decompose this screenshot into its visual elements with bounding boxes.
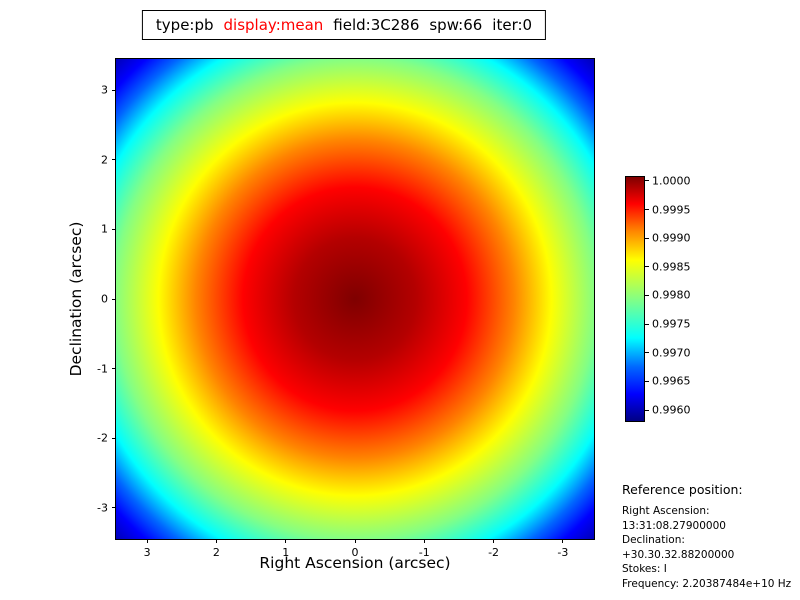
tick-mark	[645, 180, 649, 182]
colorbar-tick-label: 0.9990	[652, 231, 691, 245]
tick-mark	[112, 228, 116, 230]
y-tick-label: -2	[97, 431, 108, 445]
tick-mark	[423, 539, 425, 543]
reference-right-ascension: Right Ascension: 13:31:08.27900000	[622, 505, 726, 532]
title-field: field:3C286	[333, 16, 420, 34]
tick-mark	[645, 352, 649, 354]
x-tick-label: 1	[282, 546, 290, 559]
tick-mark	[354, 539, 356, 543]
title-spw: spw:66	[429, 16, 483, 34]
tick-mark	[112, 507, 116, 509]
reference-heading: Reference position:	[622, 482, 743, 497]
y-tick-label: 3	[101, 83, 108, 97]
reference-stokes: Stokes: I	[622, 563, 667, 575]
tick-mark	[645, 266, 649, 268]
tick-mark	[493, 539, 495, 543]
colorbar-tick-label: 0.9985	[652, 260, 691, 274]
y-tick-label: -1	[97, 362, 108, 376]
colorbar-tick-label: 0.9965	[652, 374, 691, 388]
tick-mark	[285, 539, 287, 543]
colorbar-gradient	[626, 177, 644, 421]
tick-mark	[112, 437, 116, 439]
tick-mark	[112, 368, 116, 370]
heatmap-surface[interactable]	[116, 59, 594, 539]
tick-mark	[146, 539, 148, 543]
x-tick-label: 0	[351, 546, 359, 559]
plot-title: type:pb display:mean field:3C286 spw:66 iter…	[141, 10, 547, 40]
colorbar-tick-label: 1.0000	[652, 174, 691, 188]
x-tick-label: -3	[557, 546, 569, 559]
title-display: display:mean	[223, 16, 324, 34]
reference-frequency: Frequency: 2.20387484e+10 Hz	[622, 577, 792, 590]
tick-mark	[562, 539, 564, 543]
tick-mark	[645, 380, 649, 382]
tick-mark	[112, 298, 116, 300]
title-iter: iter:0	[492, 16, 533, 34]
x-tick-label: -1	[418, 546, 430, 559]
colorbar-tick-label: 0.9995	[652, 203, 691, 217]
y-tick-label: 1	[101, 222, 108, 236]
tick-mark	[112, 89, 116, 91]
x-tick-label: 2	[212, 546, 220, 559]
reference-position-block: Reference position: Right Ascension: 13:…	[622, 482, 800, 591]
x-axis-label: Right Ascension (arcsec)	[259, 554, 451, 572]
tick-mark	[645, 323, 649, 325]
tick-mark	[645, 209, 649, 211]
tick-mark	[112, 159, 116, 161]
colorbar-tick-label: 0.9975	[652, 317, 691, 331]
tick-mark	[645, 294, 649, 296]
x-tick-label: -2	[488, 546, 500, 559]
tick-mark	[215, 539, 217, 543]
colorbar-tick-label: 0.9980	[652, 288, 691, 302]
tick-mark	[645, 409, 649, 411]
reference-declination: Declination: +30.30.32.88200000	[622, 534, 735, 561]
colorbar: 1.0000 0.9995 0.9990 0.9985 0.9980 0.997…	[625, 174, 691, 422]
colorbar-tick-label: 0.9970	[652, 346, 691, 360]
tick-mark	[645, 237, 649, 239]
x-tick-label: 3	[143, 546, 151, 559]
colorbar-tick-label: 0.9960	[652, 403, 691, 417]
heatmap-plot: 3 2 1 0 -1 -2 -3 3 2 1 0 -1 -2 -3	[97, 58, 595, 559]
y-axis-label: Declination (arcsec)	[67, 221, 85, 377]
title-type: type:pb	[155, 16, 214, 34]
y-tick-label: 0	[101, 292, 108, 306]
y-tick-label: 2	[101, 153, 108, 167]
y-tick-label: -3	[97, 501, 108, 515]
